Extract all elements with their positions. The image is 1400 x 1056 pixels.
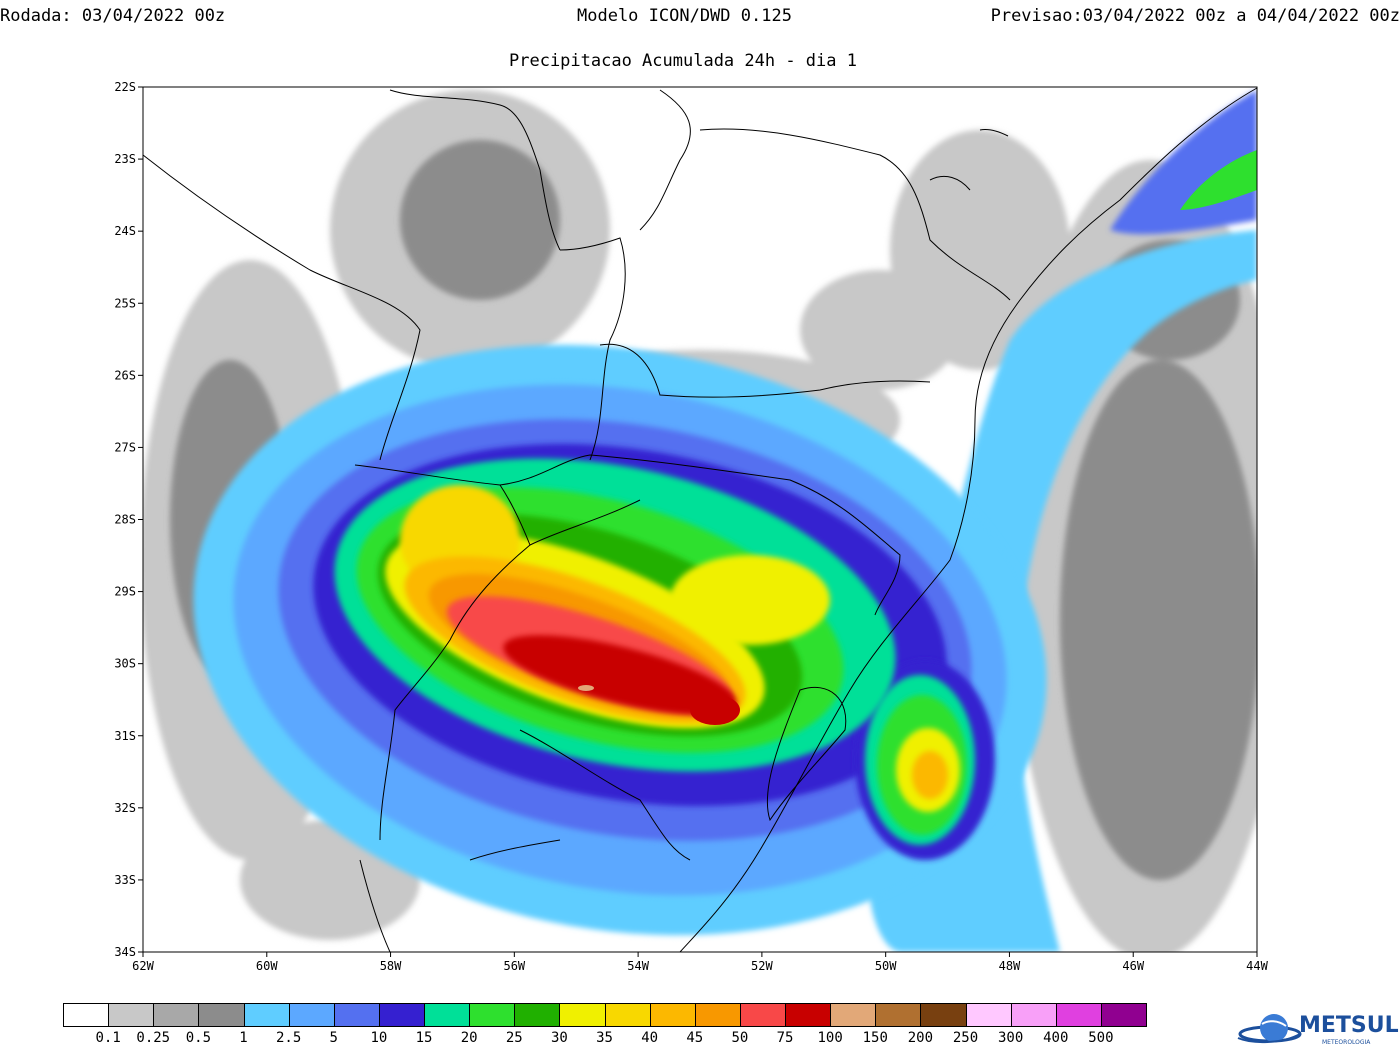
precipitation-field <box>143 87 1257 952</box>
legend-label: 2.5 <box>275 1030 302 1046</box>
legend-swatch <box>920 1003 967 1027</box>
legend-label: 0.5 <box>185 1030 212 1046</box>
legend-swatch <box>875 1003 922 1027</box>
legend-swatch <box>198 1003 245 1027</box>
lat-label: 22S <box>114 80 136 94</box>
legend-label: 40 <box>641 1030 659 1046</box>
legend-label: 300 <box>997 1030 1024 1046</box>
legend-swatch <box>739 1003 786 1027</box>
model-label: Modelo ICON/DWD 0.125 <box>577 6 792 26</box>
lon-label: 44W <box>1246 959 1268 973</box>
lat-label: 29S <box>114 585 136 599</box>
latitude-axis: 22S 23S 24S 25S 26S 27S 28S 29S 30S 31S 32S 33S 34S <box>114 80 143 959</box>
legend-swatch <box>424 1003 471 1027</box>
legend-swatch <box>694 1003 741 1027</box>
legend-label: 250 <box>952 1030 979 1046</box>
legend-swatch <box>649 1003 696 1027</box>
lon-label: 58W <box>380 959 402 973</box>
legend-label: 45 <box>686 1030 704 1046</box>
lon-label: 54W <box>627 959 649 973</box>
forecast-label: Previsao:03/04/2022 00z a 04/04/2022 00z <box>990 6 1400 26</box>
lat-label: 25S <box>114 296 136 310</box>
legend-label: 30 <box>550 1030 568 1046</box>
lon-label: 60W <box>256 959 278 973</box>
legend-label: 75 <box>776 1030 794 1046</box>
lon-label: 50W <box>875 959 897 973</box>
legend-label: 0.1 <box>95 1030 121 1046</box>
legend-swatch <box>604 1003 651 1027</box>
logo-tagline: METEOROLOGIA <box>1322 1039 1371 1046</box>
lon-label: 56W <box>503 959 525 973</box>
legend-label: 150 <box>862 1030 888 1046</box>
precipitation-map: 22S23S24S25S26S27S28S29S30S31S32S33S34S … <box>114 80 1269 973</box>
lon-label: 62W <box>132 959 154 973</box>
legend-swatch <box>965 1003 1012 1027</box>
legend-label: 400 <box>1043 1030 1069 1046</box>
legend-label: 100 <box>817 1030 843 1046</box>
lat-label: 34S <box>114 945 136 959</box>
lat-label: 32S <box>114 801 136 815</box>
legend-swatch <box>1055 1003 1102 1027</box>
legend-label: 1 <box>239 1030 248 1046</box>
legend-swatch <box>378 1003 425 1027</box>
legend-swatch <box>153 1003 200 1027</box>
lon-label: 52W <box>751 959 773 973</box>
legend-label: 50 <box>731 1030 749 1046</box>
lat-label: 23S <box>114 152 136 166</box>
lat-label: 33S <box>114 873 136 887</box>
legend-swatch <box>243 1003 290 1027</box>
legend-label: 0.25 <box>136 1030 171 1046</box>
legend-label: 15 <box>415 1030 433 1046</box>
color-legend <box>63 1003 1147 1027</box>
legend-label: 200 <box>907 1030 934 1046</box>
legend-label: 500 <box>1088 1030 1114 1046</box>
legend-swatch <box>559 1003 606 1027</box>
lat-label: 28S <box>114 513 136 527</box>
legend-swatch <box>108 1003 155 1027</box>
lat-label: 31S <box>114 729 136 743</box>
metsul-logo: METSUL METEOROLOGIA <box>1232 1008 1400 1052</box>
logo-wordmark: METSUL <box>1299 1013 1399 1038</box>
legend-label: 20 <box>460 1030 478 1046</box>
legend-swatch <box>1100 1003 1147 1027</box>
globe-icon <box>1237 1014 1302 1044</box>
run-label: Rodada: 03/04/2022 00z <box>0 6 226 26</box>
lon-label: 46W <box>1122 959 1144 973</box>
map-subtitle: Precipitacao Acumulada 24h - dia 1 <box>509 51 857 71</box>
legend-swatch <box>288 1003 335 1027</box>
longitude-axis: 62W 60W 58W 56W 54W 52W 50W 48W 46W 44W <box>132 952 1269 973</box>
legend-swatch <box>830 1003 877 1027</box>
lat-label: 26S <box>114 368 136 382</box>
lat-label: 27S <box>114 440 136 454</box>
legend-swatch <box>514 1003 561 1027</box>
lat-label: 24S <box>114 224 136 238</box>
legend-swatch <box>469 1003 516 1027</box>
legend-swatch <box>333 1003 380 1027</box>
political-borders <box>142 87 1258 953</box>
legend-swatch <box>785 1003 832 1027</box>
lon-label: 48W <box>999 959 1021 973</box>
legend-swatch <box>63 1003 110 1027</box>
legend-label: 25 <box>505 1030 523 1046</box>
lat-label: 30S <box>114 657 136 671</box>
legend-label: 35 <box>596 1030 613 1046</box>
legend-label: 5 <box>329 1030 338 1046</box>
legend-swatch <box>1010 1003 1057 1027</box>
legend-label: 10 <box>370 1030 388 1046</box>
